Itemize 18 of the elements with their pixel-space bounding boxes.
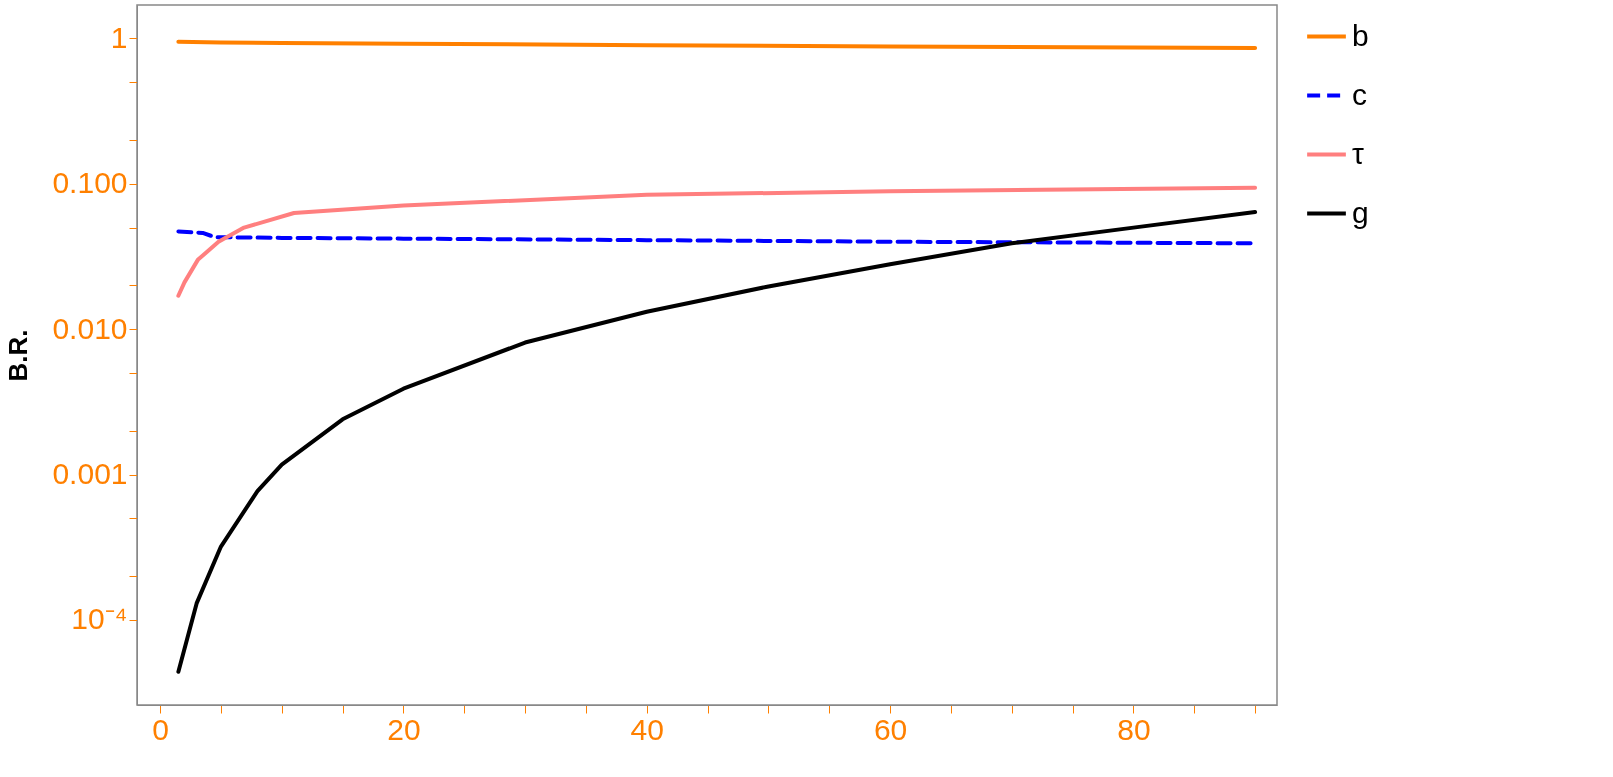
legend-label: g — [1352, 195, 1369, 229]
line-series — [176, 210, 1258, 674]
y-tick-label: 0.001 — [52, 457, 128, 491]
x-tick-label: 80 — [1117, 712, 1151, 746]
line-series — [176, 39, 1258, 51]
legend-label: b — [1352, 18, 1369, 52]
y-tick-label: 10⁻⁴ — [71, 602, 128, 636]
y-tick-label: 0.010 — [52, 311, 128, 345]
legend-label: c — [1352, 77, 1367, 111]
x-tick-label: 60 — [873, 712, 908, 746]
y-tick-label: 0.100 — [52, 166, 128, 200]
y-axis-title: B.R. — [3, 329, 34, 382]
x-tick-label: 40 — [630, 712, 664, 746]
legend-label: τ — [1352, 136, 1364, 170]
y-tick-label: 1 — [110, 21, 128, 54]
x-tick-label: 20 — [387, 712, 421, 746]
line-series — [176, 185, 1258, 298]
x-tick-label: 0 — [152, 712, 169, 746]
